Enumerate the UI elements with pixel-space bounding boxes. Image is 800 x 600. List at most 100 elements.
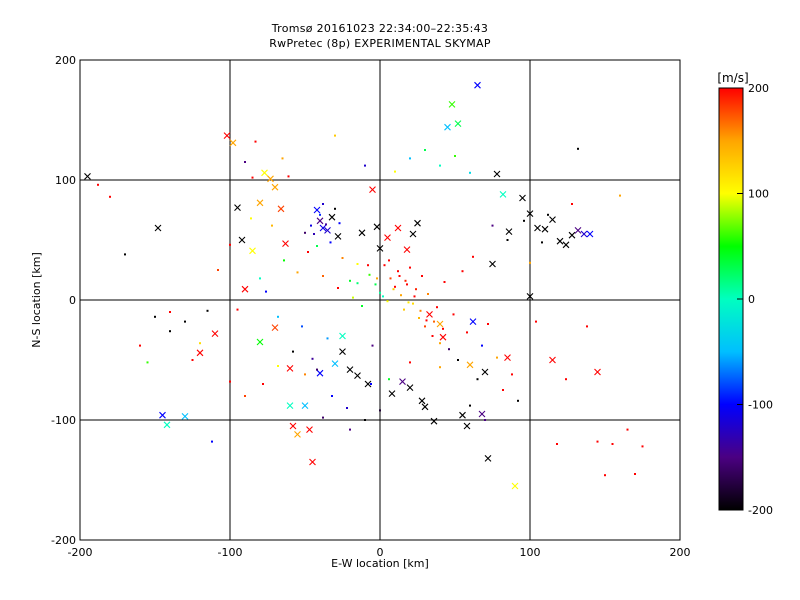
data-point-x <box>549 356 556 364</box>
data-point-x <box>238 236 246 244</box>
data-point-dot <box>415 288 417 291</box>
data-point-x <box>346 366 354 373</box>
data-point-x <box>421 403 429 411</box>
data-point-dot <box>394 285 396 288</box>
x-tick-label: 100 <box>520 546 541 559</box>
data-point-dot <box>146 361 149 364</box>
data-point-x <box>568 231 576 239</box>
data-point-dot <box>331 395 333 397</box>
data-point-dot <box>496 356 498 359</box>
data-point-dot <box>259 277 261 280</box>
data-point-dot <box>319 213 321 216</box>
data-point-dot <box>251 176 254 179</box>
data-point-dot <box>316 368 318 371</box>
data-point-dot <box>472 255 474 258</box>
data-point-dot <box>461 270 464 273</box>
y-tick-label: -200 <box>51 534 76 547</box>
data-point-x <box>334 233 342 240</box>
data-point-x <box>286 402 294 409</box>
data-point-dot <box>457 359 459 361</box>
data-point-x <box>223 132 231 139</box>
y-tick-label: 200 <box>55 54 76 67</box>
data-point-x <box>286 365 294 372</box>
data-point-dot <box>376 277 378 280</box>
data-point-x <box>493 170 501 178</box>
data-point-dot <box>326 337 329 340</box>
data-point-x <box>556 237 564 245</box>
data-point-x <box>562 241 570 249</box>
data-point-dot <box>169 330 171 333</box>
data-point-dot <box>421 275 423 277</box>
chart-title: Tromsø 20161023 22:34:00–22:35:43 <box>271 22 489 35</box>
data-point-dot <box>296 271 299 274</box>
data-point-x <box>504 354 511 361</box>
data-point-dot <box>346 407 348 409</box>
data-point-x <box>594 368 601 376</box>
data-point-dot <box>97 183 99 186</box>
data-point-x <box>261 169 268 177</box>
data-point-dot <box>397 270 399 273</box>
data-point-dot <box>547 213 549 216</box>
data-point-dot <box>217 269 219 271</box>
data-point-x <box>339 332 346 340</box>
data-point-x <box>306 426 313 433</box>
data-point-x <box>541 225 549 233</box>
data-point-x <box>444 123 451 131</box>
axis-ticks: -200 -100 0 100 200 -200 -100 0 100 200 <box>51 54 690 559</box>
data-point-dot <box>371 344 374 347</box>
data-point-dot <box>466 331 468 334</box>
data-point-dot <box>124 253 126 256</box>
data-point-x <box>256 199 264 207</box>
data-point-x <box>519 194 526 202</box>
data-point-dot <box>409 266 411 269</box>
data-point-dot <box>322 203 324 205</box>
data-point-dot <box>427 293 429 295</box>
data-point-dot <box>641 445 644 448</box>
x-tick-label: -100 <box>218 546 243 559</box>
data-point-x <box>271 324 279 331</box>
data-point-dot <box>236 308 239 311</box>
data-point-dot <box>229 243 231 246</box>
data-point-x <box>474 81 481 89</box>
data-point-x <box>403 246 411 253</box>
data-point-dot <box>604 474 606 477</box>
data-point-x <box>319 224 327 232</box>
data-point-dot <box>265 290 267 293</box>
data-point-dot <box>634 473 636 475</box>
data-point-x <box>489 260 496 268</box>
data-point-dot <box>271 224 273 227</box>
colorbar-tick-label: 0 <box>748 293 755 306</box>
data-point-dot <box>469 171 471 174</box>
data-point-x <box>430 417 438 425</box>
data-point-dot <box>316 245 318 247</box>
data-point-dot <box>412 302 414 305</box>
data-point-x <box>436 320 444 328</box>
colorbar-label: [m/s] <box>717 71 748 85</box>
data-point-dot <box>442 327 444 330</box>
data-point-x <box>277 205 285 213</box>
grid-lines <box>80 60 680 540</box>
data-point-x <box>282 240 289 247</box>
data-point-dot <box>502 389 504 391</box>
data-point-dot <box>154 315 156 318</box>
data-point-x <box>159 411 166 419</box>
data-point-dot <box>418 317 420 319</box>
data-point-x <box>196 349 204 357</box>
data-point-dot <box>349 428 351 431</box>
data-point-x <box>426 311 433 318</box>
x-tick-label: -200 <box>68 546 93 559</box>
data-point-x <box>229 139 237 147</box>
x-tick-label: 0 <box>377 546 384 559</box>
colorbar-tick-label: 200 <box>748 82 769 95</box>
data-point-dot <box>367 264 369 267</box>
data-point-dot <box>322 416 324 419</box>
data-point-dot <box>419 309 422 312</box>
data-point-dot <box>586 325 588 328</box>
y-tick-label: 100 <box>55 174 76 187</box>
data-point-dot <box>413 295 416 298</box>
data-point-x <box>369 186 376 193</box>
data-point-dot <box>262 383 264 385</box>
data-point-dot <box>484 419 486 421</box>
data-point-dot <box>443 281 446 283</box>
